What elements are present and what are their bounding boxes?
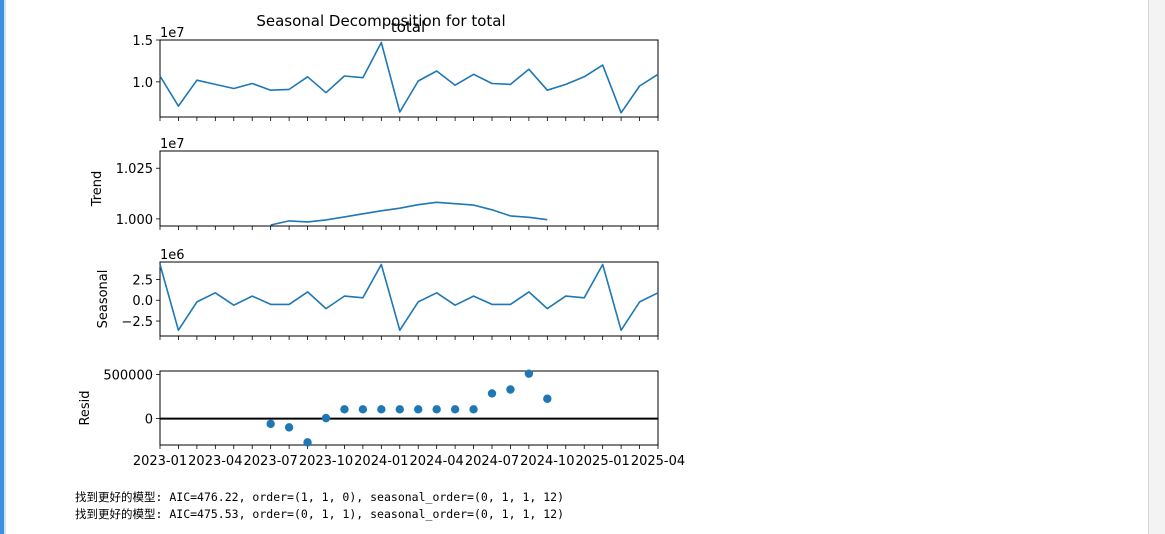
y-tick-label-observed-0: 1.0 bbox=[132, 76, 153, 91]
axes-frame-observed bbox=[159, 39, 659, 118]
y-axis-label-seasonal: Seasonal bbox=[96, 270, 111, 329]
x-tick-label-1: 2023-04 bbox=[188, 454, 242, 469]
resid-point-11 bbox=[358, 405, 368, 414]
resid-point-10 bbox=[340, 405, 349, 414]
axes-frame-trend bbox=[159, 150, 659, 227]
y-axis-label-resid: Resid bbox=[78, 390, 93, 425]
resid-point-13 bbox=[395, 405, 404, 414]
y-tick-label-trend-0: 1.000 bbox=[116, 213, 153, 228]
axes-frame-resid bbox=[159, 370, 659, 446]
x-tick-label-5: 2024-04 bbox=[410, 454, 464, 469]
resid-point-21 bbox=[543, 394, 552, 403]
y-tick-label-seasonal-0: 2.5 bbox=[132, 273, 153, 288]
offset-label-trend: 1e7 bbox=[160, 137, 185, 152]
log-line-2: 找到更好的模型: AIC=475.53, order=(0, 1, 1), se… bbox=[75, 507, 564, 521]
resid-point-17 bbox=[469, 405, 478, 414]
y-tick-label-resid-0: 500000 bbox=[103, 369, 153, 384]
resid-point-20 bbox=[524, 369, 534, 378]
resid-point-16 bbox=[450, 405, 460, 414]
y-tick-label-trend-1: 1.025 bbox=[116, 162, 153, 177]
resid-point-6 bbox=[266, 419, 275, 429]
panels-group: 1.0 1.5 1e7 total 1.000 1.025 1e7 Trend 2.5 0.0 −2… bbox=[78, 18, 685, 469]
x-tick-label-9: 2025-04 bbox=[631, 454, 685, 469]
decomposition-figure: Seasonal Decomposition for total 1.01.51… bbox=[78, 12, 685, 469]
resid-point-12 bbox=[377, 405, 386, 414]
x-tick-label-7: 2024-10 bbox=[520, 454, 574, 469]
y-axis-label-trend: Trend bbox=[90, 171, 105, 208]
window-left-border bbox=[4, 0, 6, 534]
x-tick-label-8: 2025-01 bbox=[576, 454, 630, 469]
series-line-observed bbox=[159, 41, 659, 114]
x-tick-label-6: 2024-07 bbox=[465, 454, 519, 469]
resid-point-14 bbox=[414, 405, 423, 414]
log-line-1: 找到更好的模型: AIC=476.22, order=(1, 1, 0), se… bbox=[75, 490, 564, 504]
axes-frame-seasonal bbox=[159, 261, 659, 337]
x-tick-label-2: 2023-07 bbox=[244, 454, 298, 469]
resid-point-9 bbox=[321, 413, 331, 423]
y-tick-label-resid-1: 0 bbox=[145, 413, 153, 428]
resid-point-19 bbox=[506, 385, 515, 394]
scrollbar-track[interactable] bbox=[1148, 0, 1165, 534]
y-tick-label-seasonal-1: 0.0 bbox=[132, 294, 153, 309]
window-left-accent bbox=[0, 0, 4, 534]
offset-label-seasonal: 1e6 bbox=[160, 248, 185, 263]
series-line-seasonal bbox=[159, 263, 659, 332]
offset-label-observed: 1e7 bbox=[160, 26, 185, 41]
x-tick-label-3: 2023-10 bbox=[299, 454, 353, 469]
x-tick-label-4: 2024-01 bbox=[354, 454, 408, 469]
x-tick-label-0: 2023-01 bbox=[133, 454, 187, 469]
y-tick-label-seasonal-2: −2.5 bbox=[121, 315, 153, 330]
series-line-trend bbox=[270, 201, 548, 226]
resid-point-7 bbox=[284, 423, 294, 432]
resid-point-15 bbox=[432, 405, 441, 414]
resid-point-8 bbox=[303, 438, 312, 447]
figure-title: Seasonal Decomposition for total bbox=[256, 12, 505, 30]
resid-point-18 bbox=[487, 389, 497, 398]
panel-title-observed: total bbox=[391, 18, 425, 36]
y-tick-label-observed-1: 1.5 bbox=[132, 34, 153, 49]
